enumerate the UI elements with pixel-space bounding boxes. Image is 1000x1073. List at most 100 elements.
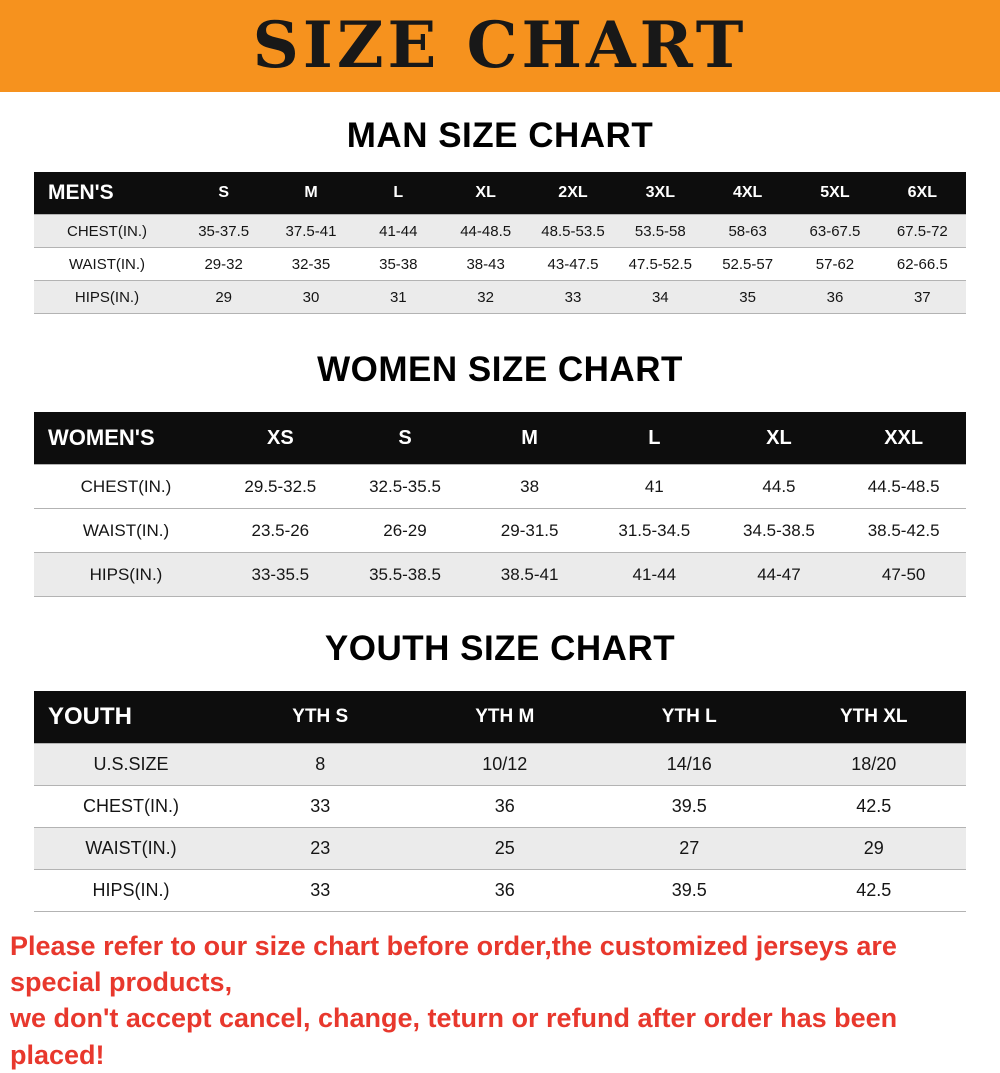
header-row: MEN'S S M L XL 2XL 3XL 4XL 5XL 6XL [34, 172, 966, 215]
size-cell: 34.5-38.5 [743, 520, 815, 540]
size-cell: 47-50 [881, 564, 926, 584]
row-label: CHEST(IN.) [83, 796, 179, 816]
youth-size-chart-heading: YOUTH SIZE CHART [324, 629, 676, 668]
table-label: MEN'S [34, 172, 180, 215]
table-row: WAIST(IN.) 23 25 27 29 [34, 827, 966, 870]
size-cell: 41-44 [632, 564, 677, 584]
size-cell: 31 [389, 288, 407, 306]
size-cell: 33 [310, 796, 331, 816]
women-size-chart-heading: WOMEN SIZE CHART [317, 350, 683, 389]
table-label: YOUTH [34, 691, 228, 744]
size-column-header: 2XL [529, 172, 617, 215]
size-cell: 39.5 [671, 796, 707, 816]
table-row: WAIST(IN.) 23.5-26 26-29 29-31.5 31.5-34.5 34… [34, 508, 966, 553]
women-size-table: WOMEN'S XS S M L XL XXL CHEST(IN.) 29.5-32.5 32.5… [34, 412, 966, 597]
size-cell: 48.5-53.5 [541, 222, 605, 240]
size-cell: 14/16 [666, 754, 712, 774]
table-row: HIPS(IN.) 29 30 31 32 33 34 35 36 37 [34, 280, 966, 314]
table-row: WAIST(IN.) 29-32 32-35 35-38 38-43 43-47.5 47.… [34, 247, 966, 281]
size-column-header: XL [716, 412, 842, 465]
size-column-header: YTH S [228, 691, 413, 744]
size-cell: 47.5-52.5 [628, 255, 692, 273]
size-cell: 41-44 [379, 222, 418, 240]
row-label: CHEST(IN.) [80, 476, 172, 496]
size-cell: 23.5-26 [251, 520, 310, 540]
size-cell: 44-48.5 [460, 222, 512, 240]
size-cell: 29-31.5 [500, 520, 559, 540]
size-column-header: 5XL [791, 172, 879, 215]
size-column-header: YTH M [412, 691, 597, 744]
size-cell: 10/12 [482, 754, 528, 774]
size-cell: 32 [477, 288, 494, 306]
size-cell: 35.5-38.5 [369, 564, 441, 584]
size-cell: 29.5-32.5 [244, 476, 317, 496]
size-cell: 39.5 [671, 880, 707, 900]
size-cell: 29-32 [204, 255, 243, 273]
size-cell: 31.5-34.5 [618, 520, 691, 540]
row-label: HIPS(IN.) [92, 880, 170, 900]
size-cell: 38-43 [466, 255, 505, 273]
men-size-table: MEN'S S M L XL 2XL 3XL 4XL 5XL 6XL CHEST(IN.) 35-37… [34, 172, 966, 314]
size-cell: 42.5 [856, 880, 892, 900]
size-cell: 32-35 [291, 255, 331, 273]
size-cell: 18/20 [851, 754, 897, 774]
size-cell: 67.5-72 [896, 222, 948, 240]
size-cell: 8 [315, 754, 326, 774]
size-cell: 27 [679, 838, 700, 858]
row-label: WAIST(IN.) [85, 838, 177, 858]
size-cell: 44.5 [762, 476, 796, 496]
header-row: WOMEN'S XS S M L XL XXL [34, 412, 966, 465]
size-cell: 44.5-48.5 [867, 476, 940, 496]
size-cell: 62-66.5 [896, 255, 948, 273]
size-cell: 33 [310, 880, 331, 900]
size-cell: 29 [215, 288, 232, 306]
youth-size-table: YOUTH YTH S YTH M YTH L YTH XL U.S.SIZE 8 10/12… [34, 691, 966, 912]
size-cell: 23 [310, 838, 331, 858]
size-column-header: XXL [841, 412, 966, 465]
row-label: WAIST(IN.) [82, 520, 170, 540]
footer-note: Please refer to our size chart before or… [0, 928, 1000, 1073]
size-cell: 36 [494, 880, 515, 900]
size-column-header: S [180, 172, 268, 215]
size-column-header: YTH XL [781, 691, 966, 744]
size-cell: 33-35.5 [251, 564, 310, 584]
size-cell: 42.5 [856, 796, 892, 816]
size-column-header: 4XL [703, 172, 792, 215]
size-cell: 41 [644, 476, 664, 496]
header-row: YOUTH YTH S YTH M YTH L YTH XL [34, 691, 966, 744]
size-cell: 26-29 [383, 520, 427, 540]
size-cell: 57-62 [815, 255, 855, 273]
size-cell: 44-47 [757, 564, 801, 584]
size-cell: 38 [520, 476, 540, 496]
size-cell: 35-37.5 [198, 222, 250, 240]
table-label: WOMEN'S [34, 412, 218, 465]
size-cell: 38.5-41 [500, 564, 559, 584]
row-label: CHEST(IN.) [67, 222, 147, 240]
row-label: HIPS(IN.) [74, 288, 140, 306]
footer-note-line1: Please refer to our size chart before or… [10, 931, 897, 998]
size-column-header: XL [441, 172, 530, 215]
size-cell: 32.5-35.5 [369, 476, 441, 496]
size-cell: 36 [826, 288, 844, 306]
size-cell: 25 [494, 838, 515, 858]
man-size-chart-heading: MAN SIZE CHART [346, 116, 654, 155]
size-column-header: 6XL [878, 172, 966, 215]
table-row: CHEST(IN.) 33 36 39.5 42.5 [34, 785, 966, 828]
size-column-header: YTH L [597, 691, 782, 744]
size-cell: 53.5-58 [634, 222, 686, 240]
footer-note-line2: we don't accept cancel, change, teturn o… [10, 1003, 898, 1070]
size-chart-banner: SIZE CHART [0, 0, 1000, 92]
size-cell: 29 [863, 838, 884, 858]
size-cell: 35-38 [379, 255, 418, 273]
table-row: CHEST(IN.) 35-37.5 37.5-41 41-44 44-48.5 48.5… [34, 214, 966, 248]
size-cell: 38.5-42.5 [867, 520, 940, 540]
size-column-header: S [342, 412, 468, 465]
size-cell: 33 [564, 288, 582, 306]
size-column-header: 3XL [616, 172, 704, 215]
size-column-header: M [267, 172, 355, 215]
row-label: HIPS(IN.) [89, 564, 163, 584]
size-cell: 35 [739, 288, 756, 306]
row-label: U.S.SIZE [93, 754, 169, 774]
size-cell: 52.5-57 [722, 255, 774, 273]
page-title: SIZE CHART [252, 8, 748, 83]
